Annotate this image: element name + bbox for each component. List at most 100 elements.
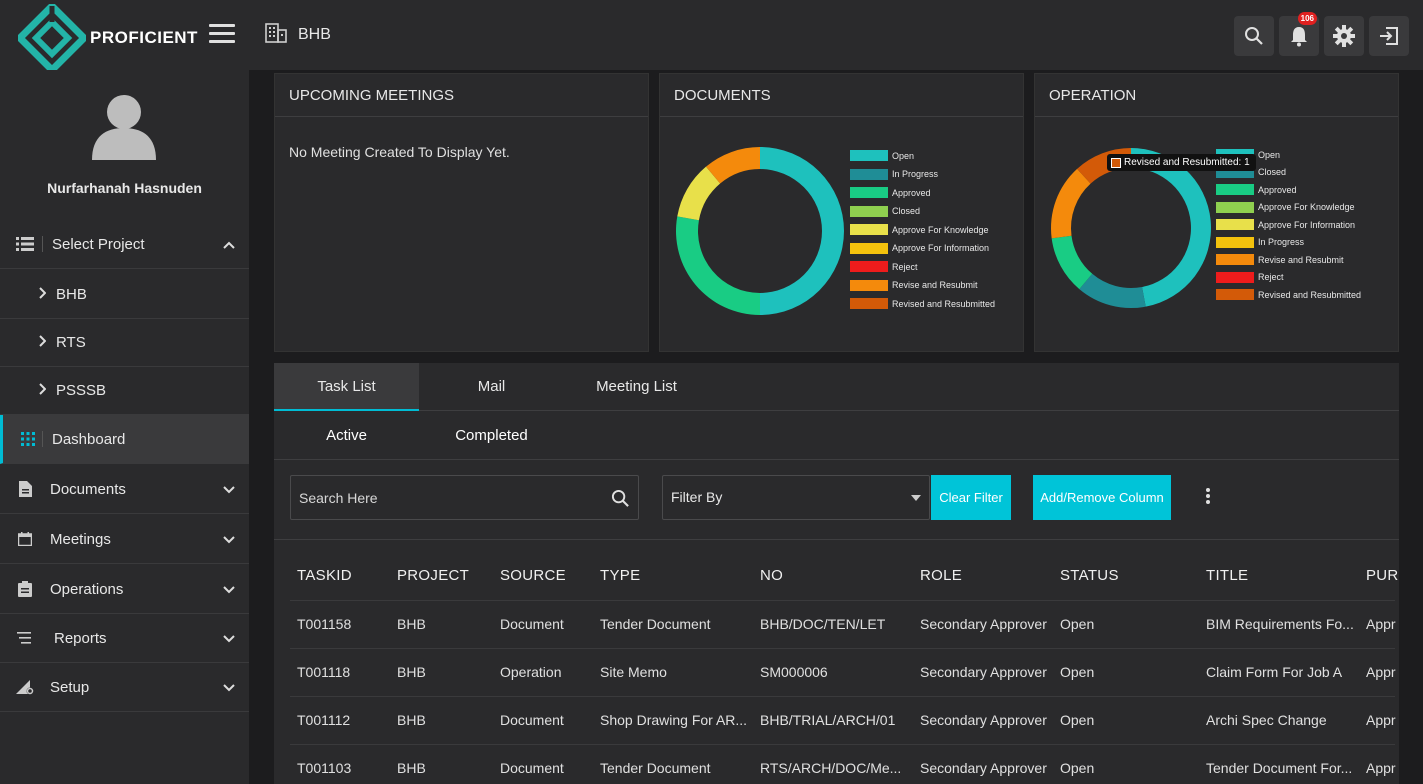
donut-slice-revise-and-resubmit[interactable]	[706, 147, 760, 184]
column-header[interactable]: ROLE	[920, 567, 963, 584]
legend-swatch	[1216, 201, 1254, 213]
tab-task-list[interactable]: Task List	[274, 363, 419, 411]
donut-slice-open[interactable]	[1131, 148, 1211, 307]
legend-swatch	[1216, 254, 1254, 265]
legend-item[interactable]: Approved	[850, 187, 931, 198]
table-cell: Open	[1060, 664, 1095, 680]
legend-item[interactable]: In Progress	[1216, 236, 1305, 248]
search-icon[interactable]	[611, 489, 630, 508]
filter-select[interactable]: Filter By	[662, 475, 930, 520]
tooltip-swatch	[1111, 157, 1121, 168]
avatar	[92, 95, 156, 160]
legend-swatch	[850, 187, 888, 198]
divider	[274, 539, 1399, 540]
sidebar-item-documents[interactable]: Documents	[0, 465, 249, 514]
tab-active[interactable]: Active	[326, 427, 367, 444]
project-item-label: PSSSB	[56, 381, 107, 399]
table-cell: BIM Requirements Fo...	[1206, 616, 1354, 632]
chevron-right-icon	[38, 334, 47, 351]
table-cell: Site Memo	[600, 664, 667, 680]
column-header[interactable]: SOURCE	[500, 567, 566, 584]
operation-donut-chart	[1051, 148, 1211, 308]
legend-label: Open	[892, 150, 915, 161]
search-input[interactable]	[299, 476, 599, 519]
legend-item[interactable]: Revise and Resubmit	[850, 279, 978, 291]
table-row[interactable]: T001118 BHB Operation Site Memo SM000006 Seco…	[290, 649, 1396, 697]
tab-completed[interactable]: Completed	[455, 427, 528, 444]
donut-slice-approve-for-knowledge[interactable]	[677, 166, 721, 221]
more-options-icon[interactable]	[1204, 488, 1212, 508]
legend-item[interactable]: Approve For Knowledge	[1216, 201, 1355, 213]
sidebar-item-label: Dashboard	[52, 430, 126, 448]
sidebar-item-operations[interactable]: Operations	[0, 565, 249, 614]
project-item-psssb[interactable]: PSSSB	[0, 366, 249, 415]
donut-slice-approved[interactable]	[676, 216, 760, 315]
table-cell: Open	[1060, 760, 1095, 776]
search-button[interactable]	[1234, 16, 1274, 56]
logout-button[interactable]	[1369, 16, 1409, 56]
project-item-rts[interactable]: RTS	[0, 318, 249, 367]
table-cell: Tender Document For...	[1206, 760, 1353, 776]
donut-slice-approved[interactable]	[1051, 235, 1093, 290]
legend-item[interactable]: Closed	[850, 205, 920, 217]
legend-item[interactable]: Approve For Information	[1216, 219, 1355, 230]
legend-item[interactable]: Approve For Information	[850, 242, 989, 254]
legend-item[interactable]: Reject	[850, 261, 918, 272]
donut-slice-closed[interactable]	[1079, 273, 1146, 308]
column-header[interactable]: PROJECT	[397, 567, 470, 584]
settings-button[interactable]	[1324, 16, 1364, 56]
legend-item[interactable]: Closed	[1216, 166, 1286, 178]
tab-mail[interactable]: Mail	[477, 378, 506, 395]
column-header[interactable]: PUR	[1366, 567, 1399, 584]
header-divider	[290, 600, 1395, 601]
select-project-toggle[interactable]: Select Project	[0, 220, 249, 269]
sidebar-item-dashboard[interactable]: Dashboard	[0, 415, 249, 464]
current-project: BHB	[298, 26, 331, 43]
clear-filter-button[interactable]: Clear Filter	[931, 475, 1011, 520]
add-remove-column-button[interactable]: Add/Remove Column	[1033, 475, 1171, 520]
table-row[interactable]: T001112 BHB Document Shop Drawing For AR...…	[290, 697, 1396, 745]
reports-icon	[16, 629, 34, 647]
legend-swatch	[850, 150, 888, 161]
table-cell: BHB	[397, 664, 426, 680]
top-bar: PROFICIENT BHB 106	[0, 0, 1423, 72]
sidebar-item-meetings[interactable]: Meetings	[0, 515, 249, 564]
column-header[interactable]: TITLE	[1206, 567, 1249, 584]
project-item-bhb[interactable]: BHB	[0, 270, 249, 319]
legend-label: Approved	[892, 187, 931, 198]
donut-slice-open[interactable]	[760, 147, 844, 315]
legend-label: In Progress	[1258, 237, 1305, 247]
documents-card: DOCUMENTS Open In Progress Approved Closed A…	[659, 73, 1024, 352]
column-header[interactable]: TYPE	[600, 567, 641, 584]
sidebar-item-setup[interactable]: Setup	[0, 663, 249, 712]
table-row[interactable]: T001158 BHB Document Tender Document BHB/DOC…	[290, 601, 1396, 649]
sidebar-item-label: Documents	[50, 480, 126, 498]
notifications-button[interactable]: 106	[1279, 12, 1319, 56]
legend-item[interactable]: Revised and Resubmitted	[850, 298, 995, 309]
legend-item[interactable]: Approved	[1216, 184, 1297, 195]
chevron-right-icon	[38, 382, 47, 399]
legend-label: Open	[1258, 149, 1281, 160]
sidebar-item-reports[interactable]: Reports	[0, 614, 249, 663]
tab-meeting-list[interactable]: Meeting List	[596, 378, 677, 395]
table-cell: Document	[500, 712, 564, 728]
column-header[interactable]: TASKID	[297, 567, 352, 584]
legend-swatch	[850, 298, 888, 309]
legend-item[interactable]: Revise and Resubmit	[1216, 254, 1344, 265]
project-item-label: BHB	[56, 285, 87, 303]
donut-slice-revise-and-resubmit[interactable]	[1051, 168, 1091, 239]
column-header[interactable]: STATUS	[1060, 567, 1119, 584]
legend-item[interactable]: Revised and Resubmitted	[1216, 289, 1361, 300]
chevron-down-icon	[223, 481, 235, 498]
column-header[interactable]: NO	[760, 567, 784, 584]
legend-item[interactable]: Reject	[1216, 271, 1284, 283]
menu-toggle-icon[interactable]	[209, 24, 235, 44]
table-cell: T001103	[297, 760, 352, 776]
search-field	[290, 475, 639, 520]
table-cell: Claim Form For Job A	[1206, 664, 1343, 680]
table-row[interactable]: T001103 BHB Document Tender Document RTS/ARC…	[290, 745, 1396, 784]
legend-item[interactable]: In Progress	[850, 168, 938, 180]
legend-item[interactable]: Open	[850, 150, 914, 161]
legend-item[interactable]: Approve For Knowledge	[850, 224, 989, 235]
legend-label: Revised and Resubmitted	[1258, 289, 1362, 300]
